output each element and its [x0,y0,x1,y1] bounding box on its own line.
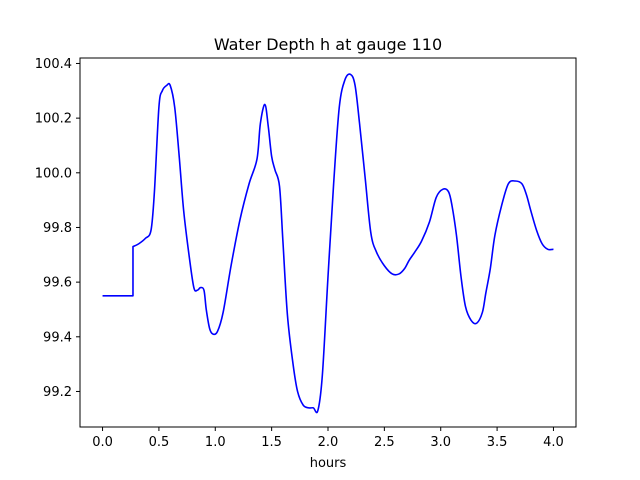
x-axis: 0.0 0.5 1.0 1.5 2.0 2.5 3.0 3.5 4.0 [92,427,564,450]
y-tick-label: 100.0 [35,166,72,181]
x-tick-label: 3.0 [430,435,451,450]
x-tick-label: 1.5 [261,435,282,450]
x-tick-label: 2.0 [318,435,339,450]
series-layer [102,73,554,414]
x-axis-title: hours [310,456,347,471]
y-tick-label: 99.2 [43,385,72,400]
y-tick-label: 99.4 [43,330,72,345]
plot-area-frame [79,57,577,428]
y-tick-label: 99.6 [43,276,72,291]
y-tick-label: 99.8 [43,221,72,236]
y-tick-label: 100.4 [35,57,72,72]
x-tick-label: 0.5 [149,435,170,450]
chart-title: Water Depth h at gauge 110 [214,35,442,54]
x-tick-label: 1.0 [205,435,226,450]
x-tick-label: 3.5 [487,435,508,450]
x-tick-label: 2.5 [374,435,395,450]
y-tick-label: 100.2 [35,112,72,127]
x-tick-label: 0.0 [92,435,113,450]
x-tick-label: 4.0 [543,435,564,450]
series-line [102,73,554,414]
y-axis: 99.2 99.4 99.6 99.8 100.0 100.2 100.4 [35,57,80,400]
